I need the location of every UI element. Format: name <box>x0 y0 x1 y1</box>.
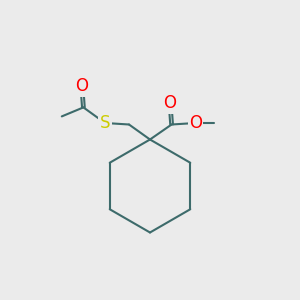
Text: S: S <box>100 114 110 132</box>
Text: O: O <box>75 77 88 95</box>
Text: O: O <box>164 94 177 112</box>
Text: O: O <box>189 114 202 132</box>
